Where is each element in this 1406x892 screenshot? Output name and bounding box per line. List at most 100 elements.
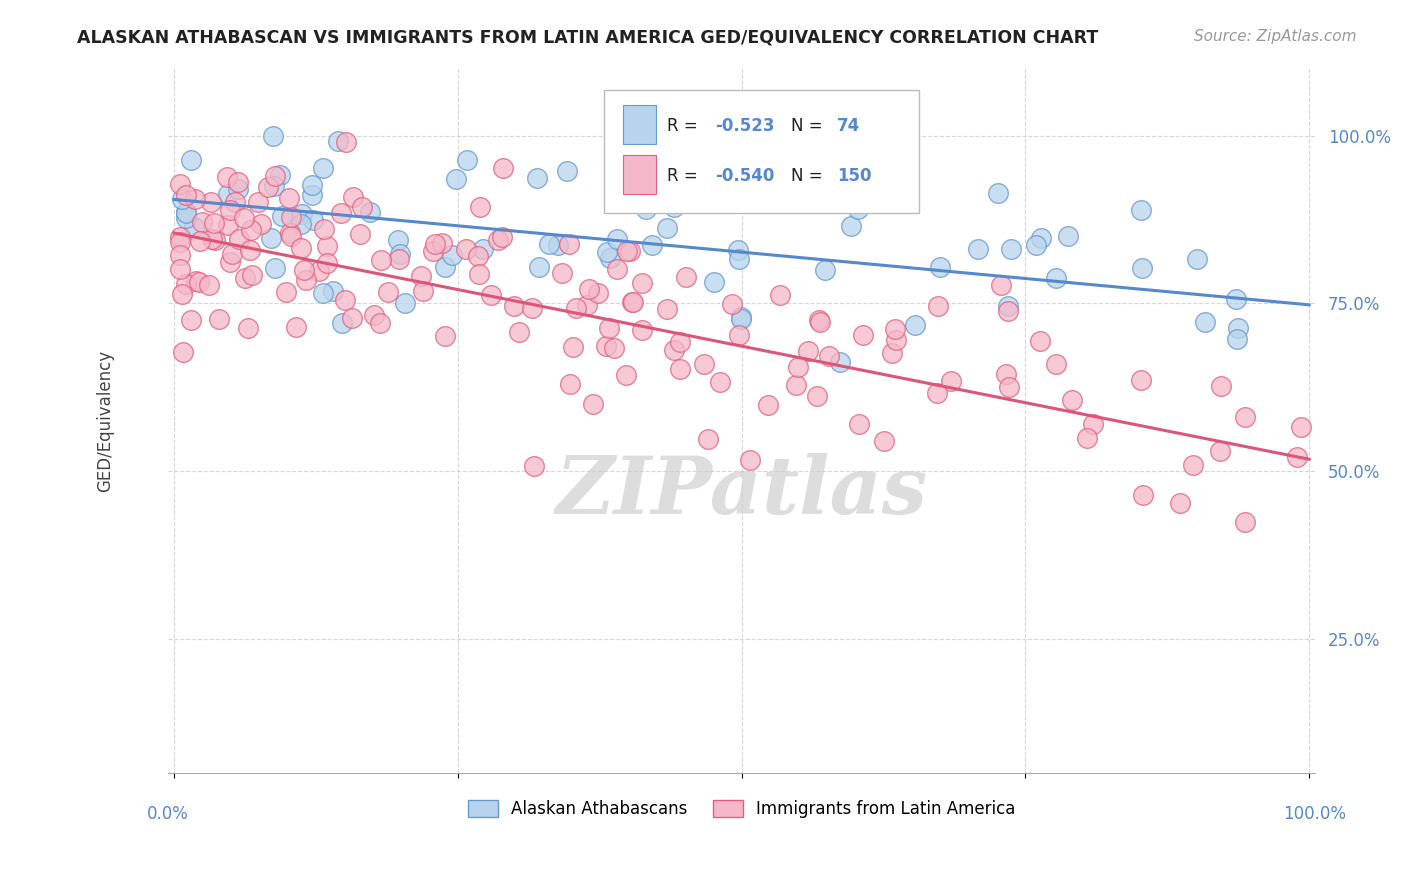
Point	[848, 417, 870, 431]
Point	[814, 263, 837, 277]
Point	[180, 312, 202, 326]
Point	[1168, 496, 1191, 510]
Point	[239, 223, 262, 237]
Point	[786, 360, 808, 375]
Point	[491, 230, 513, 244]
Point	[184, 274, 207, 288]
Point	[219, 255, 242, 269]
Point	[456, 242, 478, 256]
Point	[190, 234, 212, 248]
Point	[636, 202, 658, 217]
Point	[280, 210, 302, 224]
Point	[422, 244, 444, 259]
Point	[581, 397, 603, 411]
Point	[326, 134, 349, 148]
Point	[440, 248, 463, 262]
Point	[927, 385, 949, 400]
Point	[727, 243, 749, 257]
Point	[204, 233, 226, 247]
Point	[1000, 242, 1022, 256]
Point	[174, 211, 197, 225]
Point	[880, 346, 903, 360]
Point	[174, 277, 197, 291]
Point	[308, 264, 330, 278]
Point	[188, 276, 211, 290]
Point	[562, 340, 585, 354]
Point	[1029, 231, 1052, 245]
Point	[884, 333, 907, 347]
Point	[330, 317, 353, 331]
Point	[236, 321, 259, 335]
Point	[503, 299, 526, 313]
Point	[291, 207, 314, 221]
Point	[928, 260, 950, 274]
Point	[797, 344, 820, 359]
Point	[1130, 202, 1153, 217]
Bar	[623, 155, 655, 194]
Point	[276, 285, 298, 299]
Point	[434, 329, 457, 343]
Point	[269, 169, 291, 183]
Point	[997, 303, 1019, 318]
Point	[472, 242, 495, 256]
Point	[808, 315, 831, 329]
Point	[218, 202, 240, 217]
Point	[312, 161, 335, 176]
Point	[259, 231, 281, 245]
Point	[941, 374, 963, 388]
Point	[284, 320, 307, 334]
Point	[301, 178, 323, 193]
Point	[302, 212, 325, 227]
Point	[621, 295, 644, 310]
Point	[769, 287, 792, 301]
Point	[785, 378, 807, 392]
Point	[665, 140, 688, 154]
Text: -0.540: -0.540	[716, 168, 775, 186]
Point	[340, 310, 363, 325]
Point	[1182, 458, 1205, 473]
Point	[468, 201, 491, 215]
Point	[709, 375, 731, 389]
Point	[172, 345, 194, 359]
Point	[614, 368, 637, 382]
Point	[198, 277, 221, 292]
Point	[221, 247, 243, 261]
Point	[456, 153, 478, 167]
Point	[606, 262, 628, 277]
Point	[1081, 417, 1104, 432]
Point	[434, 260, 457, 274]
Point	[200, 194, 222, 209]
Point	[1225, 292, 1247, 306]
Point	[602, 341, 624, 355]
Point	[586, 286, 609, 301]
Point	[486, 233, 509, 247]
Point	[904, 318, 927, 332]
Point	[217, 218, 239, 232]
Point	[202, 216, 225, 230]
Point	[262, 128, 284, 143]
Point	[685, 169, 707, 184]
Point	[226, 182, 249, 196]
Point	[721, 297, 744, 311]
Point	[387, 233, 409, 247]
Point	[1211, 378, 1233, 392]
Point	[467, 267, 489, 281]
Point	[1130, 260, 1153, 275]
Text: Source: ZipAtlas.com: Source: ZipAtlas.com	[1194, 29, 1357, 44]
Point	[537, 236, 560, 251]
Point	[987, 186, 1010, 200]
Point	[316, 239, 339, 253]
Point	[1057, 229, 1080, 244]
Text: 74: 74	[837, 118, 860, 136]
Point	[169, 235, 191, 250]
Point	[233, 211, 256, 226]
Point	[257, 180, 280, 194]
Point	[191, 215, 214, 229]
Point	[467, 249, 489, 263]
Point	[727, 252, 749, 267]
Point	[547, 238, 569, 252]
Point	[239, 243, 262, 257]
Point	[578, 282, 600, 296]
Text: ZIPatlas: ZIPatlas	[555, 453, 928, 530]
Text: R =: R =	[666, 118, 703, 136]
